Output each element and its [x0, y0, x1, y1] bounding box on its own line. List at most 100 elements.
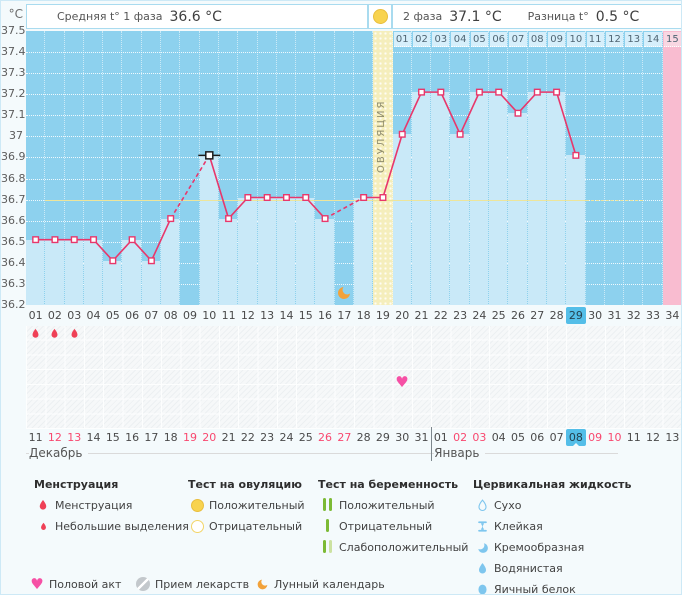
day-column[interactable]	[431, 31, 451, 305]
temp-point[interactable]	[128, 236, 136, 244]
temp-point[interactable]	[514, 109, 522, 117]
day-column[interactable]	[624, 31, 644, 305]
dpo-cell[interactable]: 06	[490, 32, 508, 47]
day-number-cell[interactable]: 11	[221, 309, 236, 322]
temp-point[interactable]	[437, 88, 445, 96]
temp-point[interactable]	[147, 257, 155, 265]
day-column[interactable]	[470, 31, 490, 305]
day-number-cell[interactable]: 19	[375, 309, 390, 322]
day-column[interactable]	[219, 31, 239, 305]
dpo-cell[interactable]: 12	[605, 32, 624, 47]
day-column[interactable]	[122, 31, 142, 305]
date-cell[interactable]: 22	[240, 431, 255, 444]
date-cell[interactable]: 25	[298, 431, 313, 444]
day-column[interactable]	[103, 31, 123, 305]
temp-point[interactable]	[495, 88, 503, 96]
day-number-cell[interactable]: 21	[414, 309, 429, 322]
date-cell[interactable]: 17	[144, 431, 159, 444]
temp-point[interactable]	[302, 194, 310, 202]
cursor-marker[interactable]	[205, 151, 214, 160]
date-cell[interactable]: 06	[530, 431, 545, 444]
day-column[interactable]	[45, 31, 65, 305]
temp-point[interactable]	[32, 236, 40, 244]
day-column[interactable]	[26, 31, 46, 305]
day-number-cell[interactable]: 14	[279, 309, 294, 322]
date-cell[interactable]: 01	[433, 431, 448, 444]
dpo-cell[interactable]: 11	[586, 32, 604, 47]
day-column[interactable]	[643, 31, 663, 305]
date-cell[interactable]: 13	[67, 431, 82, 444]
date-cell[interactable]: 31	[414, 431, 429, 444]
day-number-cell[interactable]: 17	[337, 309, 352, 322]
temp-point[interactable]	[109, 257, 117, 265]
temp-point[interactable]	[533, 88, 541, 96]
temp-point[interactable]	[51, 236, 59, 244]
day-number-cell[interactable]: 24	[472, 309, 487, 322]
dpo-cell[interactable]: 08	[528, 32, 546, 47]
date-cell[interactable]: 08	[566, 429, 586, 447]
day-number-cell[interactable]: 05	[105, 309, 120, 322]
temp-point[interactable]	[321, 215, 329, 223]
dpo-cell[interactable]: 07	[509, 32, 527, 47]
date-cell[interactable]: 19	[182, 431, 197, 444]
day-column[interactable]	[566, 31, 586, 305]
date-cell[interactable]: 07	[549, 431, 564, 444]
temp-point[interactable]	[418, 88, 426, 96]
day-number-cell[interactable]: 27	[530, 309, 545, 322]
temp-point[interactable]	[553, 88, 561, 96]
date-cell[interactable]: 27	[337, 431, 352, 444]
dpo-cell[interactable]: 04	[451, 32, 469, 47]
day-number-cell[interactable]: 33	[646, 309, 661, 322]
day-number-cell[interactable]: 03	[67, 309, 82, 322]
day-column[interactable]	[547, 31, 567, 305]
date-cell[interactable]: 16	[125, 431, 140, 444]
temp-point[interactable]	[225, 215, 233, 223]
day-number-cell[interactable]: 12	[240, 309, 255, 322]
date-cell[interactable]: 03	[472, 431, 487, 444]
day-number-cell[interactable]: 09	[182, 309, 197, 322]
temp-point[interactable]	[360, 194, 368, 202]
temp-point[interactable]	[456, 130, 464, 138]
day-column[interactable]	[238, 31, 258, 305]
day-column[interactable]	[200, 31, 219, 305]
day-column[interactable]	[180, 31, 200, 305]
date-cell[interactable]: 12	[646, 431, 661, 444]
temp-point[interactable]	[282, 194, 290, 202]
day-column[interactable]	[335, 31, 354, 305]
temp-point[interactable]	[263, 194, 271, 202]
date-cell[interactable]: 11	[626, 431, 641, 444]
day-number-cell[interactable]: 04	[86, 309, 101, 322]
day-number-cell[interactable]: 18	[356, 309, 371, 322]
day-number-cell[interactable]: 20	[395, 309, 410, 322]
date-cell[interactable]: 14	[86, 431, 101, 444]
date-cell[interactable]: 20	[202, 431, 217, 444]
dpo-cell[interactable]: 14	[644, 32, 662, 47]
temp-point[interactable]	[244, 194, 252, 202]
date-cell[interactable]: 11	[28, 431, 43, 444]
dpo-cell[interactable]: 10	[567, 32, 585, 47]
day-number-cell[interactable]: 06	[125, 309, 140, 322]
date-cell[interactable]: 12	[47, 431, 62, 444]
day-column[interactable]	[65, 31, 84, 305]
day-column[interactable]	[508, 31, 528, 305]
day-number-cell[interactable]: 30	[588, 309, 603, 322]
day-column[interactable]	[354, 31, 374, 305]
temp-point[interactable]	[90, 236, 98, 244]
date-cell[interactable]: 26	[318, 431, 333, 444]
date-cell[interactable]: 09	[588, 431, 603, 444]
day-column[interactable]	[489, 31, 509, 305]
date-cell[interactable]: 29	[375, 431, 390, 444]
day-number-cell[interactable]: 07	[144, 309, 159, 322]
temp-point[interactable]	[572, 151, 580, 159]
day-column[interactable]	[142, 31, 162, 305]
date-cell[interactable]: 13	[665, 431, 680, 444]
day-column[interactable]	[277, 31, 297, 305]
date-cell[interactable]: 15	[105, 431, 120, 444]
dpo-cell[interactable]: 05	[470, 32, 489, 47]
day-number-cell[interactable]: 31	[607, 309, 622, 322]
temp-point[interactable]	[475, 88, 483, 96]
day-number-cell[interactable]: 01	[28, 309, 43, 322]
day-number-cell[interactable]: 15	[298, 309, 313, 322]
day-number-cell[interactable]: 13	[260, 309, 275, 322]
day-number-cell[interactable]: 10	[202, 309, 217, 322]
